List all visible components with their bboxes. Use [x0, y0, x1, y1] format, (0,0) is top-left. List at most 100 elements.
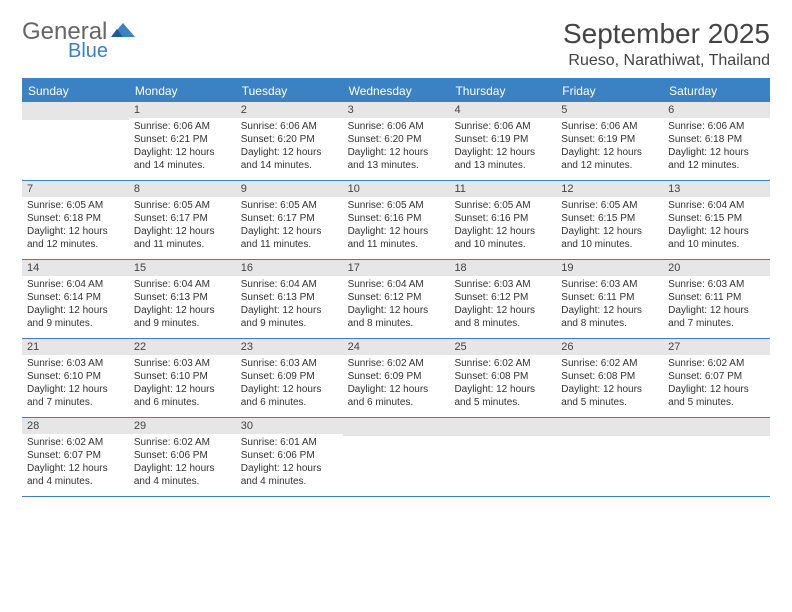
sunset-line: Sunset: 6:20 PM — [348, 133, 445, 146]
day-number: 10 — [343, 181, 450, 197]
day-cell: 7Sunrise: 6:05 AMSunset: 6:18 PMDaylight… — [22, 181, 129, 259]
day-number: 8 — [129, 181, 236, 197]
day-body: Sunrise: 6:03 AMSunset: 6:11 PMDaylight:… — [663, 276, 770, 334]
day-number-empty — [449, 418, 556, 436]
day-cell: 14Sunrise: 6:04 AMSunset: 6:14 PMDayligh… — [22, 260, 129, 338]
sunset-line: Sunset: 6:15 PM — [668, 212, 765, 225]
sunset-line: Sunset: 6:12 PM — [348, 291, 445, 304]
sunset-line: Sunset: 6:08 PM — [561, 370, 658, 383]
day-cell: 16Sunrise: 6:04 AMSunset: 6:13 PMDayligh… — [236, 260, 343, 338]
sunrise-line: Sunrise: 6:04 AM — [27, 278, 124, 291]
sunrise-line: Sunrise: 6:06 AM — [668, 120, 765, 133]
day-number: 16 — [236, 260, 343, 276]
daylight-line: Daylight: 12 hours and 7 minutes. — [27, 383, 124, 409]
day-body: Sunrise: 6:05 AMSunset: 6:17 PMDaylight:… — [129, 197, 236, 255]
sunset-line: Sunset: 6:14 PM — [27, 291, 124, 304]
day-body: Sunrise: 6:06 AMSunset: 6:19 PMDaylight:… — [449, 118, 556, 176]
day-cell — [663, 418, 770, 496]
day-header: Thursday — [449, 80, 556, 102]
sunset-line: Sunset: 6:17 PM — [134, 212, 231, 225]
daylight-line: Daylight: 12 hours and 10 minutes. — [454, 225, 551, 251]
sunrise-line: Sunrise: 6:05 AM — [27, 199, 124, 212]
daylight-line: Daylight: 12 hours and 8 minutes. — [561, 304, 658, 330]
sunrise-line: Sunrise: 6:06 AM — [241, 120, 338, 133]
day-body: Sunrise: 6:06 AMSunset: 6:19 PMDaylight:… — [556, 118, 663, 176]
daylight-line: Daylight: 12 hours and 6 minutes. — [241, 383, 338, 409]
sunset-line: Sunset: 6:15 PM — [561, 212, 658, 225]
daylight-line: Daylight: 12 hours and 14 minutes. — [241, 146, 338, 172]
day-cell: 13Sunrise: 6:04 AMSunset: 6:15 PMDayligh… — [663, 181, 770, 259]
sunset-line: Sunset: 6:13 PM — [241, 291, 338, 304]
sunset-line: Sunset: 6:07 PM — [668, 370, 765, 383]
day-body: Sunrise: 6:06 AMSunset: 6:21 PMDaylight:… — [129, 118, 236, 176]
daylight-line: Daylight: 12 hours and 11 minutes. — [348, 225, 445, 251]
week-row: 14Sunrise: 6:04 AMSunset: 6:14 PMDayligh… — [22, 260, 770, 339]
sunset-line: Sunset: 6:21 PM — [134, 133, 231, 146]
sunset-line: Sunset: 6:09 PM — [241, 370, 338, 383]
daylight-line: Daylight: 12 hours and 11 minutes. — [241, 225, 338, 251]
daylight-line: Daylight: 12 hours and 4 minutes. — [241, 462, 338, 488]
calendar-page: General Blue September 2025 Rueso, Narat… — [0, 0, 792, 507]
daylight-line: Daylight: 12 hours and 9 minutes. — [134, 304, 231, 330]
sunset-line: Sunset: 6:08 PM — [454, 370, 551, 383]
day-number: 12 — [556, 181, 663, 197]
sunset-line: Sunset: 6:10 PM — [27, 370, 124, 383]
logo-flag-icon — [111, 18, 137, 46]
day-body: Sunrise: 6:05 AMSunset: 6:18 PMDaylight:… — [22, 197, 129, 255]
day-number: 3 — [343, 102, 450, 118]
sunrise-line: Sunrise: 6:03 AM — [241, 357, 338, 370]
daylight-line: Daylight: 12 hours and 13 minutes. — [454, 146, 551, 172]
sunset-line: Sunset: 6:16 PM — [348, 212, 445, 225]
day-body: Sunrise: 6:03 AMSunset: 6:10 PMDaylight:… — [129, 355, 236, 413]
day-cell: 5Sunrise: 6:06 AMSunset: 6:19 PMDaylight… — [556, 102, 663, 180]
sunrise-line: Sunrise: 6:04 AM — [134, 278, 231, 291]
sunset-line: Sunset: 6:17 PM — [241, 212, 338, 225]
sunset-line: Sunset: 6:06 PM — [134, 449, 231, 462]
sunset-line: Sunset: 6:12 PM — [454, 291, 551, 304]
day-number-empty — [663, 418, 770, 436]
logo: General Blue — [22, 18, 137, 46]
logo-word2: Blue — [68, 40, 108, 63]
day-number: 13 — [663, 181, 770, 197]
day-number: 2 — [236, 102, 343, 118]
location-text: Rueso, Narathiwat, Thailand — [563, 52, 770, 70]
day-cell: 9Sunrise: 6:05 AMSunset: 6:17 PMDaylight… — [236, 181, 343, 259]
day-cell: 3Sunrise: 6:06 AMSunset: 6:20 PMDaylight… — [343, 102, 450, 180]
day-body: Sunrise: 6:05 AMSunset: 6:15 PMDaylight:… — [556, 197, 663, 255]
day-body: Sunrise: 6:02 AMSunset: 6:08 PMDaylight:… — [449, 355, 556, 413]
day-number: 20 — [663, 260, 770, 276]
day-cell: 22Sunrise: 6:03 AMSunset: 6:10 PMDayligh… — [129, 339, 236, 417]
day-cell — [343, 418, 450, 496]
day-number: 21 — [22, 339, 129, 355]
month-title: September 2025 — [563, 18, 770, 50]
day-number: 9 — [236, 181, 343, 197]
day-number-empty — [22, 102, 129, 120]
daylight-line: Daylight: 12 hours and 9 minutes. — [241, 304, 338, 330]
sunset-line: Sunset: 6:06 PM — [241, 449, 338, 462]
day-cell: 10Sunrise: 6:05 AMSunset: 6:16 PMDayligh… — [343, 181, 450, 259]
sunset-line: Sunset: 6:09 PM — [348, 370, 445, 383]
day-cell: 1Sunrise: 6:06 AMSunset: 6:21 PMDaylight… — [129, 102, 236, 180]
day-number: 11 — [449, 181, 556, 197]
day-body: Sunrise: 6:04 AMSunset: 6:15 PMDaylight:… — [663, 197, 770, 255]
day-header: Wednesday — [343, 80, 450, 102]
day-body: Sunrise: 6:02 AMSunset: 6:09 PMDaylight:… — [343, 355, 450, 413]
day-body: Sunrise: 6:05 AMSunset: 6:16 PMDaylight:… — [343, 197, 450, 255]
sunrise-line: Sunrise: 6:02 AM — [134, 436, 231, 449]
sunset-line: Sunset: 6:13 PM — [134, 291, 231, 304]
daylight-line: Daylight: 12 hours and 12 minutes. — [668, 146, 765, 172]
day-body: Sunrise: 6:02 AMSunset: 6:07 PMDaylight:… — [22, 434, 129, 492]
daylight-line: Daylight: 12 hours and 6 minutes. — [348, 383, 445, 409]
day-cell — [449, 418, 556, 496]
sunset-line: Sunset: 6:18 PM — [27, 212, 124, 225]
day-cell: 24Sunrise: 6:02 AMSunset: 6:09 PMDayligh… — [343, 339, 450, 417]
day-number: 25 — [449, 339, 556, 355]
sunrise-line: Sunrise: 6:03 AM — [668, 278, 765, 291]
day-number-empty — [556, 418, 663, 436]
sunrise-line: Sunrise: 6:03 AM — [134, 357, 231, 370]
sunset-line: Sunset: 6:07 PM — [27, 449, 124, 462]
day-number: 30 — [236, 418, 343, 434]
day-header: Tuesday — [236, 80, 343, 102]
weeks-container: 1Sunrise: 6:06 AMSunset: 6:21 PMDaylight… — [22, 102, 770, 497]
title-block: September 2025 Rueso, Narathiwat, Thaila… — [563, 18, 770, 70]
